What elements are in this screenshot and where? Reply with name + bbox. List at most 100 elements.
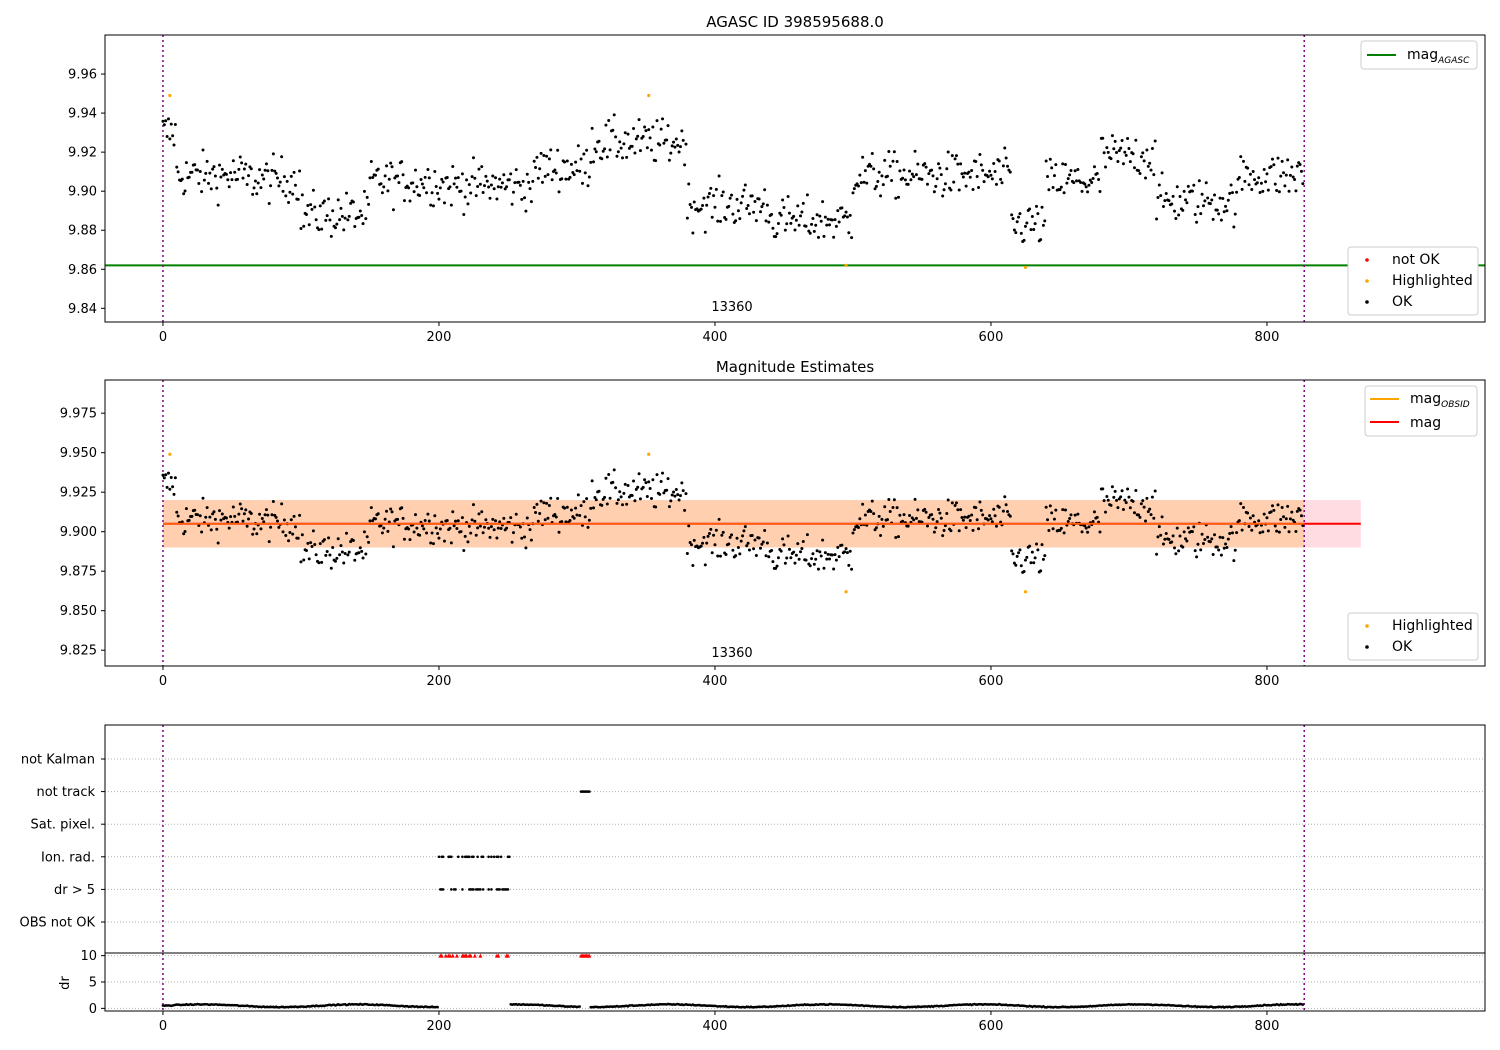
middle-ok-point: [208, 515, 212, 519]
top-ok-point: [1003, 146, 1007, 150]
dr-clipped-marker: [505, 953, 510, 958]
top-ok-point: [619, 146, 623, 150]
top-ok-point: [448, 185, 452, 189]
top-ok-point: [601, 149, 605, 153]
top-ok-point: [563, 160, 567, 164]
middle-ok-point: [908, 513, 912, 517]
middle-ok-point: [389, 507, 393, 511]
middle-ok-point: [320, 560, 324, 564]
middle-ok-point: [633, 499, 637, 503]
middle-ok-point: [836, 545, 840, 549]
top-ok-point: [535, 155, 539, 159]
top-ok-point: [436, 191, 440, 195]
middle-ok-point: [553, 513, 557, 517]
middle-ok-point: [347, 550, 351, 554]
middle-ok-point: [263, 513, 267, 517]
middle-ok-point: [828, 557, 831, 561]
middle-ok-point: [1222, 546, 1226, 550]
middle-ok-point: [270, 513, 274, 517]
top-ok-point: [931, 174, 935, 178]
middle-ok-point: [288, 531, 292, 535]
middle-ok-point: [165, 485, 169, 489]
middle-ok-point: [687, 524, 691, 528]
top-ok-point: [1115, 150, 1119, 154]
top-ok-point: [1229, 183, 1233, 187]
middle-ok-point: [804, 558, 808, 562]
top-ok-point: [264, 162, 268, 166]
top-ok-point: [547, 157, 551, 161]
top-ok-point: [485, 179, 489, 183]
top-ok-point: [1091, 177, 1095, 181]
middle-ok-point: [667, 505, 671, 509]
middle-ok-point: [1287, 530, 1291, 534]
top-ok-point: [746, 203, 750, 207]
top-ok-point: [1299, 169, 1303, 173]
top-ok-point: [1065, 181, 1069, 185]
middle-ok-point: [761, 540, 765, 544]
top-ok-point: [763, 188, 767, 192]
top-ok-point: [796, 204, 800, 208]
top-ok-point: [794, 218, 798, 222]
middle-ok-point: [1073, 513, 1077, 517]
middle-ok-point: [840, 543, 844, 547]
middle-ok-point: [741, 534, 745, 538]
middle-ok-point: [1195, 555, 1199, 559]
top-ok-point: [764, 219, 768, 223]
top-ok-point: [511, 190, 515, 194]
middle-ok-point: [1280, 506, 1284, 510]
top-ok-point: [887, 149, 891, 153]
top-ok-point: [1059, 185, 1063, 189]
middle-ok-point: [1098, 530, 1102, 534]
middle-ok-point: [300, 533, 304, 537]
top-ok-point: [1293, 178, 1297, 182]
top-ok-point: [691, 231, 695, 235]
top-ok-point: [1019, 231, 1023, 235]
top-ok-point: [638, 149, 642, 153]
middle-ok-point: [407, 527, 411, 531]
middle-ok-point: [425, 531, 429, 535]
middle-ok-point: [901, 519, 905, 523]
flag-point: [468, 855, 471, 859]
top-ok-point: [1124, 153, 1128, 157]
top-ok-point: [569, 162, 573, 166]
top-ok-point: [1051, 185, 1055, 189]
middle-ok-point: [808, 564, 812, 568]
top-ok-point: [172, 143, 176, 147]
top-ok-point: [1087, 183, 1091, 187]
middle-ytick-label: 9.950: [60, 446, 97, 461]
middle-ok-point: [281, 530, 285, 534]
middle-ok-point: [560, 520, 564, 524]
top-legend-lower: not OK Highlighted OK: [1347, 246, 1479, 316]
top-ok-point: [822, 234, 826, 238]
top-ok-point: [771, 226, 775, 230]
middle-ok-point: [1039, 569, 1043, 573]
top-ok-point: [810, 222, 814, 226]
top-ok-point: [658, 143, 662, 147]
middle-ok-point: [259, 527, 263, 531]
top-ok-point: [291, 192, 295, 196]
top-ok-point: [699, 207, 703, 211]
top-ok-point: [480, 165, 484, 169]
top-ok-point: [611, 128, 615, 132]
middle-ok-point: [1301, 524, 1305, 528]
top-ok-point: [937, 162, 941, 166]
middle-ok-point: [495, 536, 499, 540]
middle-ok-point: [957, 529, 961, 533]
top-ok-point: [1106, 150, 1110, 154]
middle-ok-point: [1279, 518, 1283, 522]
top-ok-point: [263, 168, 267, 172]
top-ok-point: [1195, 220, 1199, 224]
top-ok-point: [296, 197, 300, 201]
top-ok-point: [828, 223, 831, 227]
middle-ok-point: [692, 538, 696, 542]
top-ok-point: [1204, 181, 1208, 185]
middle-ok-point: [651, 478, 655, 482]
middle-ok-point: [1225, 546, 1229, 550]
top-ok-point: [1126, 136, 1130, 140]
middle-ok-point: [716, 554, 720, 558]
middle-ok-point: [1084, 526, 1088, 530]
top-ok-point: [1155, 217, 1159, 221]
top-ok-point: [743, 183, 747, 187]
top-ok-point: [1242, 159, 1245, 163]
top-ok-point: [173, 123, 177, 127]
